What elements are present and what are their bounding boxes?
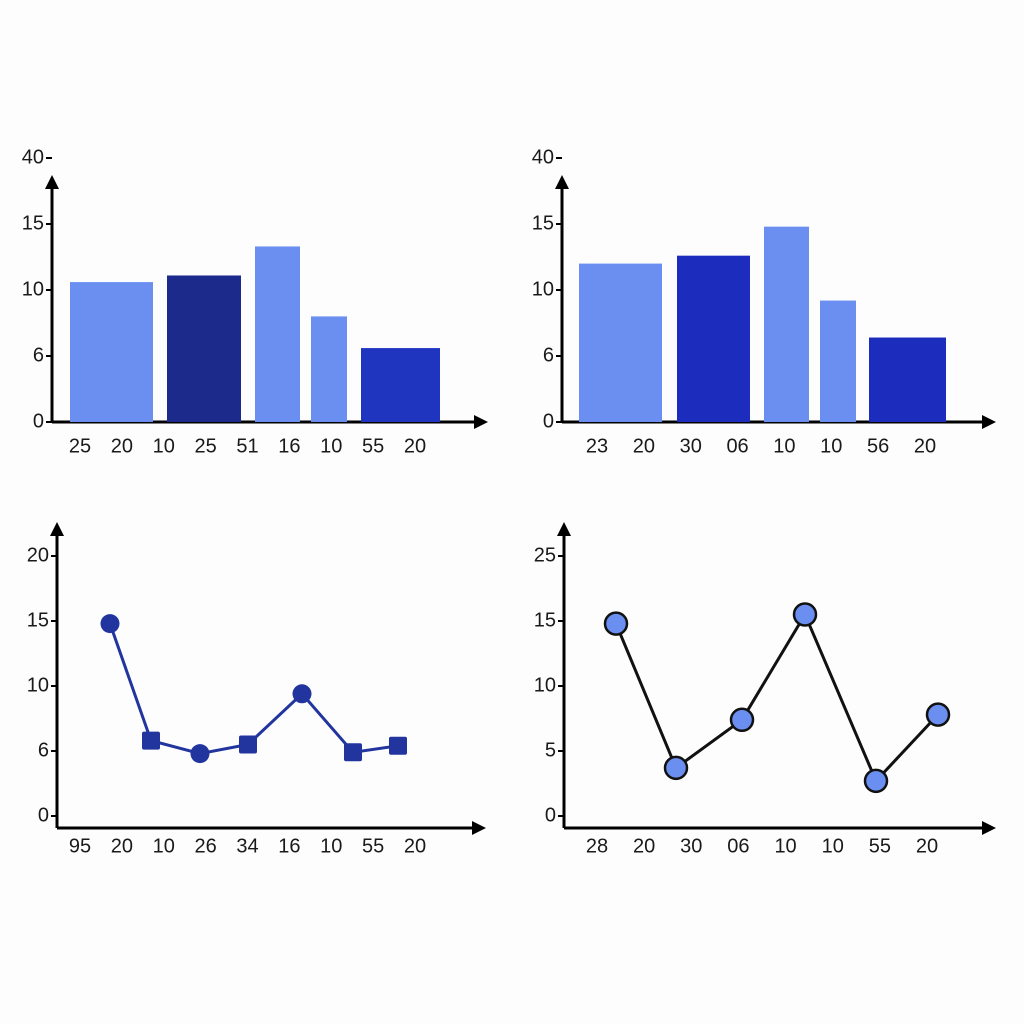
marker bbox=[292, 684, 312, 704]
x-tick-label: 10 bbox=[822, 835, 844, 857]
x-tick-label: 20 bbox=[633, 835, 655, 857]
y-axis-arrow bbox=[50, 522, 64, 536]
marker bbox=[863, 768, 889, 794]
x-tick-label: 06 bbox=[727, 835, 749, 857]
x-tick-label: 25 bbox=[69, 435, 91, 457]
marker bbox=[663, 755, 689, 781]
y-tick-label: 40 bbox=[22, 146, 44, 168]
x-tick-label: 95 bbox=[69, 835, 91, 857]
bar bbox=[579, 263, 662, 422]
marker bbox=[142, 731, 160, 750]
y-tick-label: 25 bbox=[534, 544, 556, 566]
bar bbox=[677, 255, 750, 422]
y-tick-label: 0 bbox=[545, 804, 556, 826]
x-tick-label: 28 bbox=[586, 835, 608, 857]
marker bbox=[729, 707, 755, 733]
bar bbox=[311, 316, 347, 422]
x-tick-label: 10 bbox=[153, 835, 175, 857]
x-tick-label: 10 bbox=[320, 835, 342, 857]
y-tick-label: 10 bbox=[534, 674, 556, 696]
y-tick-label: 10 bbox=[22, 278, 44, 300]
bar bbox=[167, 275, 241, 422]
x-tick-label: 30 bbox=[680, 835, 702, 857]
x-tick-label: 20 bbox=[916, 835, 938, 857]
y-tick-label: 6 bbox=[543, 344, 554, 366]
x-tick-label: 20 bbox=[914, 435, 936, 457]
bar bbox=[764, 226, 809, 422]
x-tick-label: 26 bbox=[195, 835, 217, 857]
y-tick-label: 6 bbox=[38, 739, 49, 761]
x-tick-label: 20 bbox=[404, 835, 426, 857]
y-axis-arrow bbox=[45, 175, 59, 189]
x-tick-label: 23 bbox=[586, 435, 608, 457]
marker bbox=[792, 602, 818, 627]
line bbox=[614, 611, 940, 784]
marker bbox=[190, 744, 210, 764]
marker bbox=[100, 614, 120, 634]
y-tick-label: 0 bbox=[38, 804, 49, 826]
marker bbox=[239, 735, 257, 754]
x-tick-label: 55 bbox=[362, 435, 384, 457]
x-tick-label: 06 bbox=[726, 435, 748, 457]
x-tick-label: 25 bbox=[195, 435, 217, 457]
y-tick-label: 10 bbox=[532, 278, 554, 300]
y-tick-label: 10 bbox=[27, 674, 49, 696]
y-tick-label: 20 bbox=[27, 544, 49, 566]
x-tick-label: 16 bbox=[278, 435, 300, 457]
bar bbox=[820, 300, 856, 422]
y-tick-label: 15 bbox=[534, 609, 556, 631]
y-tick-label: 6 bbox=[33, 344, 44, 366]
x-tick-label: 20 bbox=[404, 435, 426, 457]
x-tick-label: 30 bbox=[680, 435, 702, 457]
x-tick-label: 51 bbox=[236, 435, 258, 457]
y-axis-arrow bbox=[557, 522, 571, 536]
y-axis-arrow bbox=[555, 175, 569, 189]
x-tick-label: 10 bbox=[153, 435, 175, 457]
x-axis-arrow bbox=[982, 415, 996, 429]
x-tick-label: 10 bbox=[773, 435, 795, 457]
y-tick-label: 40 bbox=[532, 146, 554, 168]
y-tick-label: 15 bbox=[532, 212, 554, 234]
x-tick-label: 55 bbox=[869, 835, 891, 857]
x-tick-label: 20 bbox=[111, 835, 133, 857]
bar bbox=[70, 282, 153, 422]
x-axis-arrow bbox=[472, 821, 486, 835]
x-tick-label: 34 bbox=[236, 835, 258, 857]
marker bbox=[925, 702, 951, 727]
marker bbox=[344, 743, 362, 762]
bar bbox=[361, 348, 440, 422]
x-tick-label: 20 bbox=[111, 435, 133, 457]
x-axis-arrow bbox=[982, 821, 996, 835]
marker bbox=[389, 736, 407, 755]
y-tick-label: 15 bbox=[22, 212, 44, 234]
bar bbox=[869, 337, 946, 422]
x-tick-label: 10 bbox=[820, 435, 842, 457]
y-tick-label: 0 bbox=[543, 410, 554, 432]
x-tick-label: 20 bbox=[633, 435, 655, 457]
marker bbox=[603, 611, 629, 636]
x-tick-label: 16 bbox=[278, 835, 300, 857]
x-tick-label: 55 bbox=[362, 835, 384, 857]
x-tick-label: 10 bbox=[774, 835, 796, 857]
y-tick-label: 15 bbox=[27, 609, 49, 631]
y-tick-label: 5 bbox=[545, 739, 556, 761]
bar bbox=[255, 246, 300, 422]
x-axis-arrow bbox=[474, 415, 488, 429]
y-tick-label: 0 bbox=[33, 410, 44, 432]
x-tick-label: 56 bbox=[867, 435, 889, 457]
x-tick-label: 10 bbox=[320, 435, 342, 457]
